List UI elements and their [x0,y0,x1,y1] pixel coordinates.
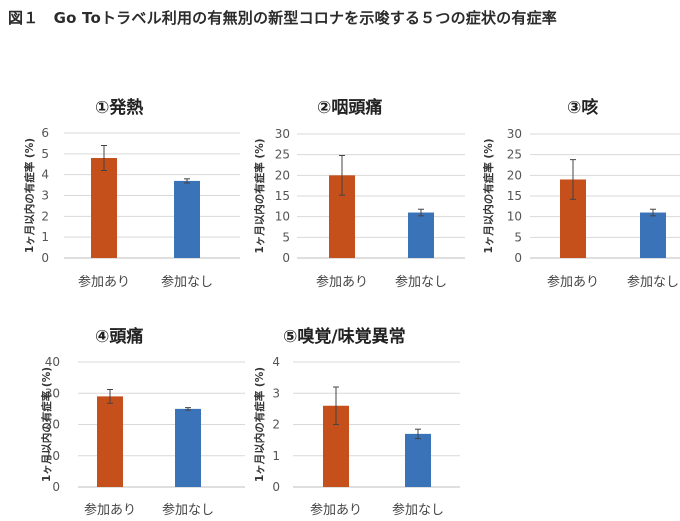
figure-title: 図１ Go Toトラベル利用の有無別の新型コロナを示唆する５つの症状の有症率 [8,9,557,27]
y-axis-label: 1ヶ月以内の有症率 (%) [482,138,495,253]
chart-panel-1: 0 1 2 3 4 5 6 ①発熱 1ヶ月以内の有症率 (%) 参加あり 参加なし [23,97,240,290]
y-tick-label: 0 [41,251,49,265]
bar-2 [408,212,434,258]
bar-2 [640,212,666,258]
x-tick-label: 参加なし [627,274,679,290]
y-tick-label: 2 [41,209,49,223]
y-tick-label: 1 [41,230,49,244]
y-tick-label: 25 [507,148,522,162]
y-tick-label: 30 [275,127,290,141]
chart-title: ④頭痛 [95,326,143,347]
y-tick-label: 20 [275,168,290,182]
y-tick-label: 3 [41,189,49,203]
y-tick-label: 10 [507,210,522,224]
x-tick-label: 参加なし [392,502,444,518]
bar-1 [97,396,123,487]
y-tick-label: 40 [45,355,60,369]
bar-1 [91,158,117,258]
y-tick-label: 1 [272,449,280,463]
y-tick-label: 20 [45,418,60,432]
y-tick-label: 5 [514,230,522,244]
y-axis-label: 1ヶ月以内の有症率 (%) [40,367,53,482]
y-tick-label: 20 [507,168,522,182]
y-tick-label: 0 [282,251,290,265]
bar-2 [175,408,201,487]
y-axis-label: 1ヶ月以内の有症率 (%) [253,367,266,482]
chart-title: ③咳 [567,97,598,118]
y-tick-label: 0 [272,480,280,494]
y-tick-label: 4 [272,355,280,369]
chart-panel-3: 0 5 10 15 20 25 30 ③咳 1ヶ月以内の有症率 (%) 参加あり 参加なし [482,97,680,290]
chart-title: ②咽頭痛 [317,97,382,118]
y-tick-label: 2 [272,418,280,432]
y-tick-label: 15 [507,189,522,203]
y-tick-label: 30 [45,386,60,400]
x-tick-label: 参加あり [78,274,130,290]
x-tick-label: 参加なし [161,274,213,290]
x-tick-label: 参加あり [84,502,136,518]
x-tick-label: 参加あり [316,274,368,290]
x-tick-label: 参加あり [547,274,599,290]
chart-panel-4: 0 10 20 30 40 ④頭痛 1ヶ月以内の有症率 (%) 参加あり 参加なし [40,326,245,518]
y-tick-label: 4 [41,168,49,182]
chart-panel-2: 0 5 10 15 20 25 30 ②咽頭痛 1ヶ月以内の有症率 (%) 参加あり 参加なし [253,97,465,290]
bar-2 [405,433,431,487]
y-tick-label: 6 [41,126,49,140]
y-tick-label: 5 [282,230,290,244]
x-tick-label: 参加あり [310,502,362,518]
y-tick-label: 10 [45,449,60,463]
bar-2 [174,180,200,258]
chart-title: ⑤嗅覚/味覚異常 [283,326,406,347]
y-tick-label: 0 [52,480,60,494]
y-tick-label: 30 [507,127,522,141]
y-tick-label: 15 [275,189,290,203]
y-tick-label: 25 [275,148,290,162]
x-tick-label: 参加なし [162,502,214,518]
y-tick-label: 10 [275,210,290,224]
y-tick-label: 0 [514,251,522,265]
chart-title: ①発熱 [95,97,143,118]
x-tick-label: 参加なし [395,274,447,290]
y-tick-label: 3 [272,386,280,400]
y-tick-label: 5 [41,147,49,161]
y-axis-label: 1ヶ月以内の有症率 (%) [23,138,36,253]
y-axis-label: 1ヶ月以内の有症率 (%) [253,138,266,253]
